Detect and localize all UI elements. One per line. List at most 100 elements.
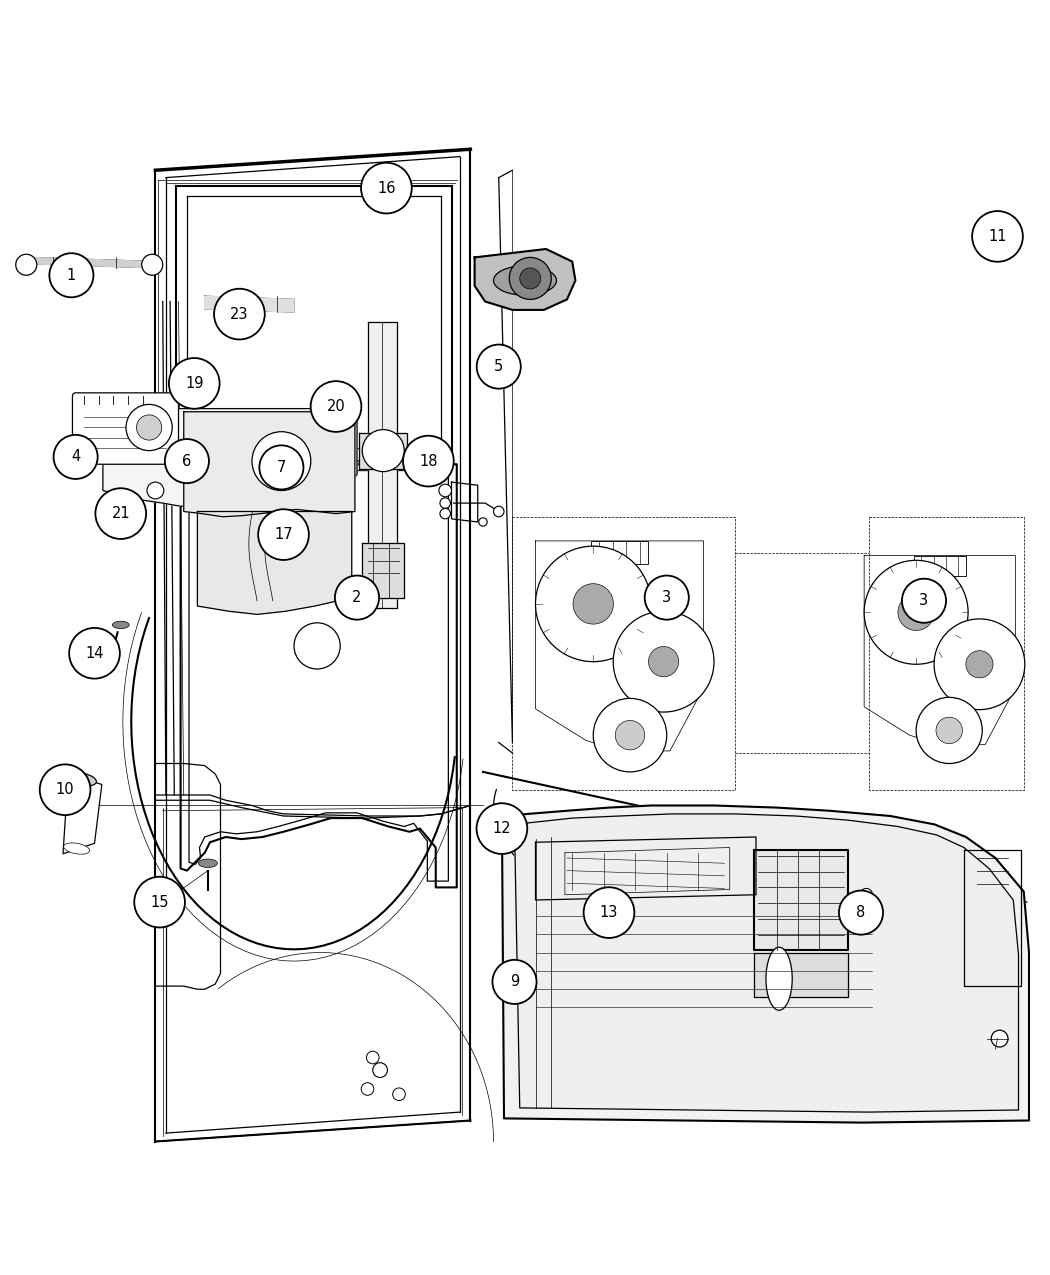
Circle shape (335, 575, 379, 620)
Circle shape (573, 584, 613, 623)
Text: 6: 6 (183, 454, 191, 469)
Circle shape (645, 575, 689, 620)
Circle shape (934, 618, 1025, 710)
Polygon shape (514, 813, 1018, 1112)
Circle shape (972, 212, 1023, 261)
Circle shape (252, 432, 311, 491)
Circle shape (54, 435, 98, 479)
Circle shape (439, 484, 452, 497)
Circle shape (966, 650, 993, 678)
Circle shape (839, 890, 883, 935)
Text: 12: 12 (492, 821, 511, 836)
Bar (590, 541, 649, 564)
Circle shape (373, 1063, 387, 1077)
Circle shape (584, 887, 634, 938)
Circle shape (266, 445, 297, 477)
Circle shape (126, 404, 172, 450)
Text: 19: 19 (185, 376, 204, 391)
Circle shape (366, 1051, 379, 1063)
Circle shape (362, 430, 404, 472)
Text: 3: 3 (663, 590, 671, 606)
Circle shape (259, 445, 303, 490)
Ellipse shape (64, 843, 89, 854)
Ellipse shape (198, 859, 217, 867)
Circle shape (509, 258, 551, 300)
Circle shape (311, 381, 361, 432)
Ellipse shape (494, 265, 556, 296)
Circle shape (214, 288, 265, 339)
Text: 16: 16 (377, 181, 396, 195)
Text: 9: 9 (510, 974, 519, 989)
FancyBboxPatch shape (72, 393, 178, 464)
Circle shape (898, 594, 934, 631)
Circle shape (16, 254, 37, 275)
Polygon shape (754, 849, 848, 950)
Circle shape (991, 1030, 1008, 1047)
Polygon shape (26, 258, 158, 268)
Circle shape (40, 765, 90, 815)
Circle shape (860, 889, 873, 901)
Circle shape (477, 803, 527, 854)
Circle shape (902, 579, 946, 622)
Text: 15: 15 (150, 895, 169, 909)
Ellipse shape (65, 773, 97, 785)
Circle shape (593, 699, 667, 771)
Circle shape (649, 646, 678, 677)
Circle shape (936, 718, 963, 743)
Circle shape (361, 163, 412, 213)
Polygon shape (63, 774, 102, 854)
Text: 7: 7 (277, 460, 286, 474)
Circle shape (69, 627, 120, 678)
Circle shape (258, 509, 309, 560)
Circle shape (520, 268, 541, 289)
Polygon shape (103, 408, 357, 506)
Text: 1: 1 (67, 268, 76, 283)
Text: 3: 3 (920, 593, 928, 608)
Ellipse shape (766, 947, 793, 1010)
Circle shape (393, 1088, 405, 1100)
Circle shape (169, 358, 219, 409)
Polygon shape (368, 323, 397, 608)
Circle shape (477, 344, 521, 389)
Text: 14: 14 (85, 645, 104, 660)
Circle shape (49, 254, 93, 297)
Polygon shape (205, 296, 294, 312)
Polygon shape (197, 511, 352, 615)
Circle shape (440, 509, 450, 519)
Text: 17: 17 (274, 527, 293, 542)
Circle shape (479, 518, 487, 527)
Circle shape (916, 697, 983, 764)
Text: 8: 8 (857, 905, 865, 921)
Polygon shape (184, 412, 355, 516)
Polygon shape (502, 806, 1029, 1122)
Polygon shape (754, 952, 848, 997)
Circle shape (536, 546, 651, 662)
Text: 2: 2 (353, 590, 361, 606)
Circle shape (492, 960, 537, 1003)
Circle shape (494, 506, 504, 516)
Circle shape (615, 720, 645, 750)
Text: 4: 4 (71, 449, 80, 464)
Circle shape (294, 622, 340, 669)
Polygon shape (359, 432, 407, 469)
Circle shape (136, 414, 162, 440)
Circle shape (864, 560, 968, 664)
Circle shape (613, 611, 714, 711)
Text: 5: 5 (495, 360, 503, 374)
Text: 13: 13 (600, 905, 618, 921)
Polygon shape (475, 249, 575, 310)
Circle shape (361, 1082, 374, 1095)
Circle shape (142, 254, 163, 275)
Polygon shape (362, 543, 404, 598)
Circle shape (147, 482, 164, 499)
Circle shape (96, 488, 146, 539)
Bar (914, 556, 966, 576)
Circle shape (440, 497, 450, 509)
Circle shape (403, 436, 454, 487)
Text: 20: 20 (327, 399, 345, 414)
Text: 21: 21 (111, 506, 130, 521)
Circle shape (165, 439, 209, 483)
Text: 10: 10 (56, 783, 75, 797)
Ellipse shape (112, 621, 129, 629)
Text: 11: 11 (988, 230, 1007, 244)
